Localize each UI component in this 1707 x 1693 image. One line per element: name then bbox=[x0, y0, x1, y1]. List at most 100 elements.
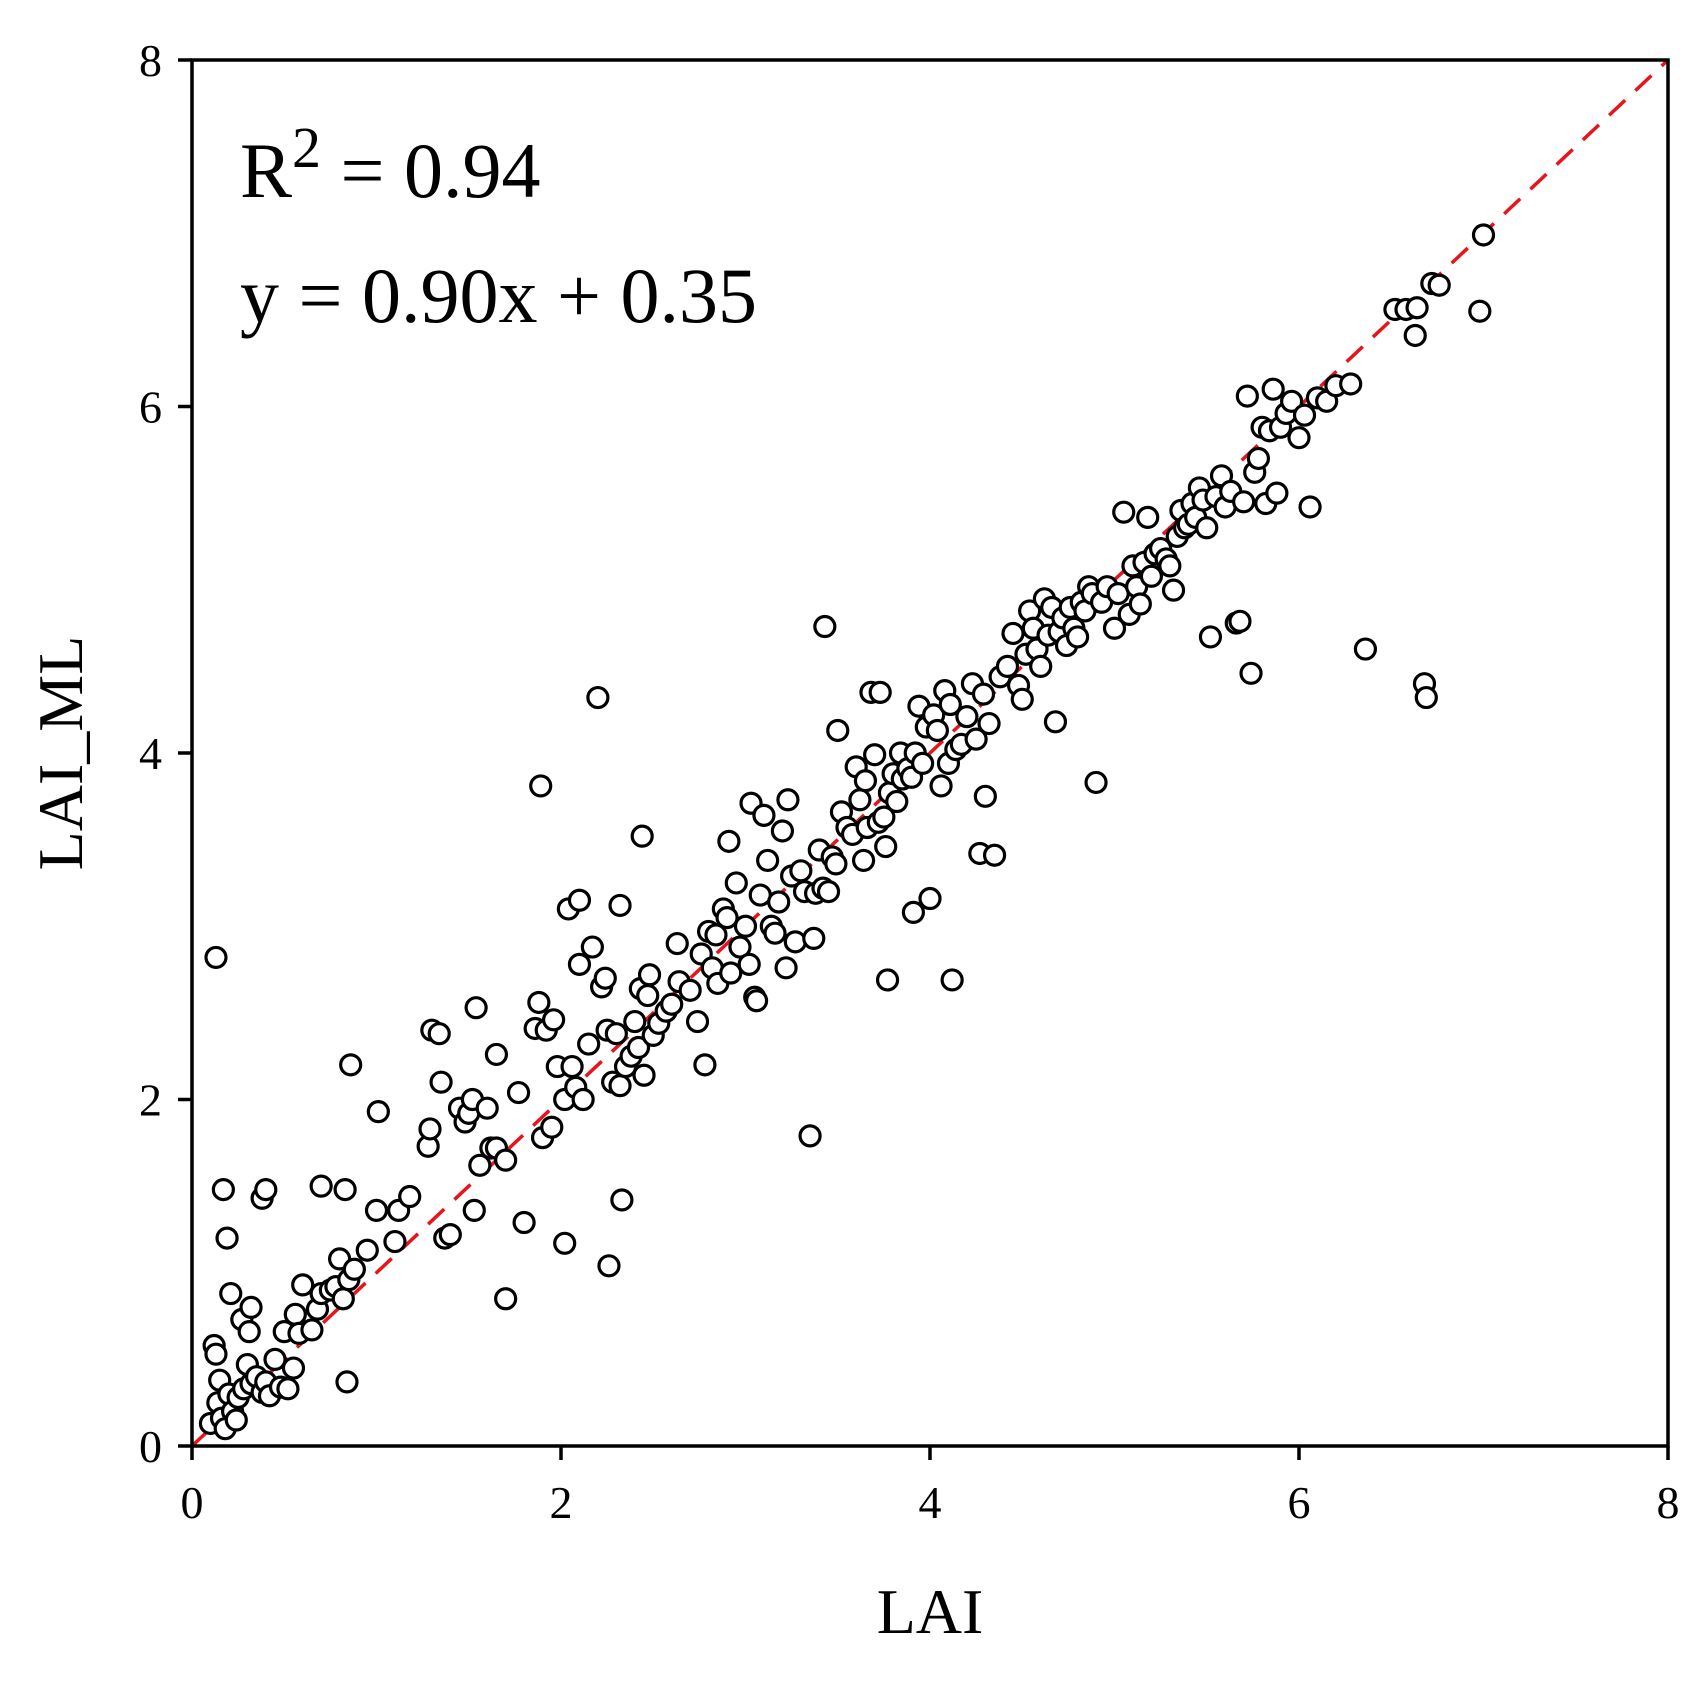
data-point bbox=[464, 996, 488, 1020]
data-point bbox=[1471, 223, 1496, 247]
data-point bbox=[333, 1177, 357, 1202]
data-point bbox=[715, 905, 739, 930]
data-point bbox=[789, 859, 813, 883]
data-point bbox=[816, 879, 841, 904]
data-point bbox=[774, 956, 798, 980]
data-point bbox=[276, 1377, 300, 1401]
regression-equation: y = 0.90x + 0.35 bbox=[240, 252, 757, 339]
ticks-layer: 0 2 4 6 8 0 2 4 6 8 bbox=[139, 35, 1680, 1528]
data-point bbox=[776, 788, 800, 812]
data-point bbox=[940, 968, 964, 992]
data-point bbox=[1427, 273, 1451, 297]
data-point bbox=[623, 1009, 647, 1034]
data-point bbox=[1353, 637, 1378, 661]
data-point bbox=[1102, 616, 1127, 640]
data-point bbox=[366, 1100, 390, 1124]
data-point bbox=[331, 1287, 355, 1311]
data-point bbox=[484, 1042, 509, 1067]
data-point bbox=[938, 692, 962, 717]
data-point bbox=[560, 1054, 584, 1079]
data-point bbox=[542, 1008, 566, 1032]
data-point bbox=[1468, 299, 1492, 323]
y-tick-label: 0 bbox=[139, 1421, 162, 1472]
data-point bbox=[494, 1287, 518, 1311]
data-point bbox=[693, 1053, 717, 1077]
data-point bbox=[608, 893, 632, 918]
data-point bbox=[571, 1087, 595, 1112]
r2-superscript: 2 bbox=[292, 115, 321, 180]
data-point bbox=[678, 978, 702, 1002]
data-point bbox=[604, 1022, 628, 1046]
data-point bbox=[630, 824, 654, 848]
data-point bbox=[355, 1238, 379, 1262]
data-point bbox=[418, 1117, 442, 1141]
data-point bbox=[1261, 377, 1285, 401]
data-point bbox=[1228, 609, 1252, 633]
data-point bbox=[798, 1124, 822, 1148]
x-tick-label: 2 bbox=[550, 1477, 573, 1528]
data-point bbox=[660, 992, 684, 1016]
data-point bbox=[540, 1115, 564, 1139]
data-point bbox=[1403, 323, 1427, 348]
data-point bbox=[1128, 592, 1152, 616]
data-point bbox=[429, 1070, 453, 1094]
data-point bbox=[1246, 446, 1271, 471]
data-point bbox=[1239, 661, 1263, 685]
data-point bbox=[767, 890, 791, 914]
data-point bbox=[1232, 490, 1256, 514]
data-point bbox=[1029, 654, 1053, 678]
data-point bbox=[1198, 625, 1223, 649]
data-point bbox=[874, 834, 898, 859]
data-point bbox=[1298, 495, 1322, 519]
data-point bbox=[364, 1198, 389, 1222]
data-point bbox=[824, 852, 848, 876]
data-point bbox=[704, 923, 728, 947]
data-point bbox=[239, 1295, 263, 1320]
data-point bbox=[719, 961, 743, 985]
data-point bbox=[872, 805, 896, 829]
data-point bbox=[398, 1184, 422, 1209]
data-point bbox=[1065, 625, 1090, 649]
data-point bbox=[204, 945, 228, 970]
reference-line-layer bbox=[190, 58, 1670, 1448]
data-point bbox=[868, 680, 892, 704]
r2-annotation: R2 = 0.94 bbox=[240, 115, 541, 214]
data-point bbox=[728, 935, 752, 959]
data-point bbox=[1084, 770, 1108, 795]
data-point bbox=[438, 1223, 462, 1247]
data-point bbox=[977, 711, 1001, 736]
data-point bbox=[1136, 505, 1160, 529]
data-point bbox=[737, 952, 761, 976]
data-point bbox=[211, 1177, 235, 1202]
data-point bbox=[717, 829, 741, 853]
data-point bbox=[512, 1210, 536, 1235]
y-tick-label: 4 bbox=[139, 728, 162, 779]
data-point bbox=[462, 1198, 486, 1222]
data-point bbox=[626, 1035, 651, 1060]
data-point bbox=[427, 1022, 451, 1046]
y-tick-label: 8 bbox=[139, 35, 162, 86]
data-point bbox=[553, 1231, 577, 1255]
data-point bbox=[610, 1188, 634, 1212]
data-point bbox=[1112, 500, 1136, 524]
data-point bbox=[955, 705, 979, 729]
data-point bbox=[763, 921, 787, 945]
y-axis-title: LAI_ML bbox=[25, 636, 96, 871]
r2-value: = 0.94 bbox=[321, 127, 541, 214]
data-point bbox=[885, 789, 909, 814]
data-point bbox=[1280, 389, 1304, 413]
data-point bbox=[665, 931, 689, 956]
data-point bbox=[685, 1009, 710, 1034]
data-point bbox=[973, 784, 997, 808]
data-point bbox=[875, 968, 900, 992]
data-point bbox=[770, 819, 795, 843]
data-point bbox=[863, 743, 887, 767]
data-point bbox=[982, 843, 1007, 867]
data-point bbox=[1265, 481, 1289, 505]
data-point bbox=[281, 1356, 306, 1380]
x-tick-label: 8 bbox=[1657, 1477, 1680, 1528]
data-point bbox=[506, 1080, 531, 1105]
points-layer bbox=[198, 223, 1496, 1441]
data-point bbox=[593, 966, 617, 990]
data-point bbox=[1158, 554, 1182, 578]
